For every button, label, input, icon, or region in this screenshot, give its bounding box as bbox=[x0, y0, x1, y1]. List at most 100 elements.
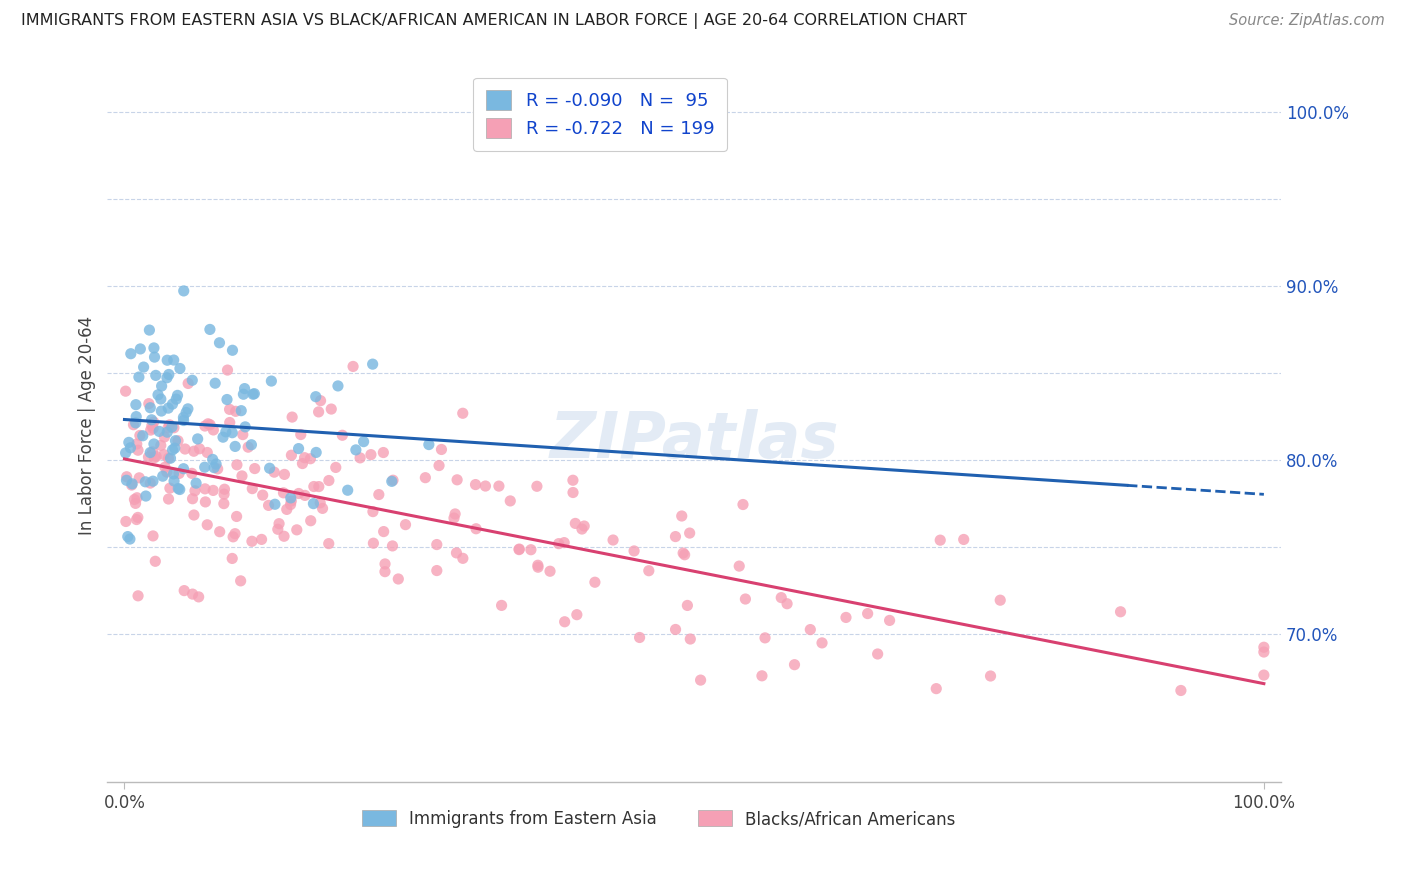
Point bbox=[811, 636, 834, 650]
Point bbox=[177, 401, 200, 416]
Point bbox=[240, 534, 263, 549]
Point bbox=[285, 523, 308, 537]
Point bbox=[146, 388, 169, 402]
Point bbox=[118, 435, 141, 450]
Point bbox=[218, 416, 240, 430]
Point bbox=[754, 631, 776, 645]
Point bbox=[664, 530, 686, 544]
Point bbox=[159, 451, 181, 466]
Point bbox=[731, 498, 754, 512]
Point bbox=[180, 467, 202, 481]
Point bbox=[124, 492, 146, 507]
Point bbox=[564, 516, 586, 531]
Point bbox=[229, 574, 252, 588]
Point bbox=[162, 397, 184, 411]
Text: IMMIGRANTS FROM EASTERN ASIA VS BLACK/AFRICAN AMERICAN IN LABOR FORCE | AGE 20-6: IMMIGRANTS FROM EASTERN ASIA VS BLACK/AF… bbox=[21, 13, 967, 29]
Point bbox=[125, 491, 148, 505]
Point bbox=[125, 398, 148, 412]
Point bbox=[212, 430, 235, 444]
Point bbox=[367, 487, 389, 501]
Point bbox=[138, 450, 160, 464]
Point bbox=[430, 442, 453, 457]
Point bbox=[309, 393, 332, 408]
Point bbox=[121, 478, 143, 492]
Point bbox=[142, 415, 165, 429]
Point bbox=[125, 416, 148, 430]
Point bbox=[243, 386, 266, 401]
Point bbox=[134, 475, 156, 489]
Point bbox=[628, 631, 651, 645]
Point bbox=[308, 480, 330, 494]
Point bbox=[156, 465, 179, 479]
Point bbox=[499, 494, 522, 508]
Point bbox=[799, 623, 821, 637]
Point bbox=[194, 419, 217, 434]
Point bbox=[163, 421, 186, 435]
Point bbox=[1109, 605, 1132, 619]
Point bbox=[169, 361, 191, 376]
Point bbox=[835, 610, 858, 624]
Point bbox=[360, 448, 382, 462]
Point bbox=[195, 517, 218, 532]
Point bbox=[225, 509, 247, 524]
Point bbox=[294, 488, 316, 502]
Point bbox=[212, 497, 235, 511]
Point bbox=[174, 405, 197, 419]
Point bbox=[318, 536, 340, 550]
Point bbox=[547, 536, 569, 550]
Point bbox=[139, 401, 162, 415]
Point bbox=[302, 479, 325, 493]
Point bbox=[181, 587, 204, 601]
Text: ZIPatlas: ZIPatlas bbox=[550, 409, 839, 471]
Point bbox=[465, 522, 488, 536]
Point bbox=[188, 442, 211, 456]
Point bbox=[287, 486, 309, 500]
Point bbox=[252, 488, 274, 502]
Point bbox=[143, 554, 166, 568]
Point bbox=[120, 347, 142, 361]
Point bbox=[177, 376, 200, 391]
Point bbox=[128, 471, 150, 485]
Point bbox=[387, 572, 409, 586]
Point bbox=[222, 530, 245, 544]
Point bbox=[194, 460, 217, 475]
Point bbox=[165, 434, 187, 448]
Point bbox=[183, 508, 205, 522]
Point bbox=[157, 401, 180, 416]
Point bbox=[132, 360, 155, 375]
Point bbox=[194, 482, 217, 496]
Point bbox=[637, 564, 659, 578]
Point bbox=[336, 483, 359, 498]
Point bbox=[150, 379, 173, 393]
Point bbox=[139, 445, 162, 459]
Point bbox=[139, 423, 162, 437]
Point bbox=[173, 583, 195, 598]
Point bbox=[309, 496, 332, 510]
Point bbox=[374, 557, 396, 571]
Text: Source: ZipAtlas.com: Source: ZipAtlas.com bbox=[1229, 13, 1385, 29]
Point bbox=[488, 479, 510, 493]
Point bbox=[273, 467, 295, 482]
Point bbox=[287, 442, 309, 456]
Point bbox=[125, 409, 148, 424]
Point bbox=[121, 476, 143, 491]
Point bbox=[281, 410, 304, 425]
Point bbox=[280, 491, 302, 505]
Point bbox=[153, 430, 176, 444]
Point bbox=[326, 379, 349, 393]
Point bbox=[856, 607, 879, 621]
Point bbox=[202, 460, 225, 475]
Point bbox=[145, 368, 167, 383]
Point bbox=[361, 505, 384, 519]
Point bbox=[224, 526, 246, 541]
Point bbox=[169, 483, 191, 497]
Point bbox=[120, 441, 142, 455]
Point bbox=[508, 542, 530, 557]
Point bbox=[318, 474, 340, 488]
Point bbox=[202, 483, 225, 498]
Point bbox=[446, 546, 468, 560]
Point bbox=[526, 479, 548, 493]
Point bbox=[128, 428, 150, 442]
Point bbox=[187, 590, 209, 604]
Point bbox=[980, 669, 1002, 683]
